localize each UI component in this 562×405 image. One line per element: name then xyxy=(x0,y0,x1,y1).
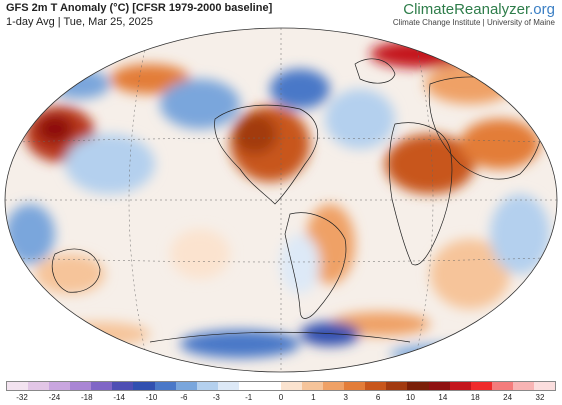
colorbar-cell xyxy=(365,382,387,390)
colorbar-cell xyxy=(7,382,29,390)
colorbar-label: 18 xyxy=(470,393,480,402)
colorbar-cell xyxy=(449,382,471,390)
colorbar-label: -24 xyxy=(48,393,61,402)
brand-name-part1: ClimateReanalyzer xyxy=(403,1,530,18)
colorbar-cell xyxy=(259,382,282,390)
brand-name: ClimateReanalyzer.org xyxy=(393,1,555,18)
colorbar-cell xyxy=(154,382,176,390)
colorbar-cell xyxy=(323,382,345,390)
map-svg xyxy=(4,27,558,373)
brand-name-part2: .org xyxy=(529,1,555,18)
anomaly-map xyxy=(0,24,562,376)
colorbar-cell xyxy=(428,382,450,390)
brand-tagline: Climate Change Institute | University of… xyxy=(392,18,555,27)
colorbar-label: 3 xyxy=(343,393,348,402)
colorbar-cell xyxy=(112,382,134,390)
colorbar-label: 14 xyxy=(438,393,448,402)
colorbar-label: 32 xyxy=(535,393,545,402)
colorbar-label: -10 xyxy=(145,393,158,402)
colorbar-cell xyxy=(49,382,71,390)
colorbar-cell xyxy=(344,382,366,390)
colorbar-label: -14 xyxy=(113,393,125,402)
colorbar-label: -6 xyxy=(180,393,188,402)
colorbar-label: 6 xyxy=(375,393,381,402)
map-header-subtitle: 1-day Avg | Tue, Mar 25, 2025 xyxy=(6,16,153,28)
colorbar-cell xyxy=(196,382,218,390)
colorbar-cell xyxy=(28,382,50,390)
colorbar-cell xyxy=(533,382,556,390)
colorbar-cell xyxy=(302,382,324,390)
colorbar-cell xyxy=(386,382,408,390)
graticule xyxy=(5,28,557,372)
colorbar-label: 10 xyxy=(406,393,415,402)
colorbar-cell xyxy=(217,382,239,390)
colorbar xyxy=(6,381,556,391)
colorbar-label: -18 xyxy=(80,393,93,402)
colorbar-label: 1 xyxy=(311,393,316,402)
colorbar-cell xyxy=(491,382,513,390)
colorbar-cell xyxy=(470,382,492,390)
colorbar-cell xyxy=(281,382,303,390)
colorbar-labels: -32 -24 -18 -14 -10 -6 -3 -1 0 1 3 6 10 14 18 24 32 xyxy=(6,393,556,405)
colorbar-label: 0 xyxy=(278,393,284,402)
map-header-title: GFS 2m T Anomaly (°C) [CFSR 1979-2000 ba… xyxy=(6,2,273,14)
colorbar-label: 24 xyxy=(503,393,513,402)
globe-outline xyxy=(4,27,558,373)
anomaly-field xyxy=(5,28,557,372)
colorbar-cell xyxy=(407,382,429,390)
brand-logo[interactable]: ClimateReanalyzer.org Climate Change Ins… xyxy=(393,1,555,28)
colorbar-label: -32 xyxy=(16,393,28,402)
colorbar-label: -3 xyxy=(212,393,220,402)
colorbar-cell xyxy=(238,382,260,390)
colorbar-cell xyxy=(70,382,92,390)
colorbar-cell xyxy=(133,382,155,390)
colorbar-label: -1 xyxy=(245,393,253,402)
colorbar-cell xyxy=(175,382,197,390)
colorbar-cell xyxy=(512,382,534,390)
colorbar-cell xyxy=(91,382,113,390)
